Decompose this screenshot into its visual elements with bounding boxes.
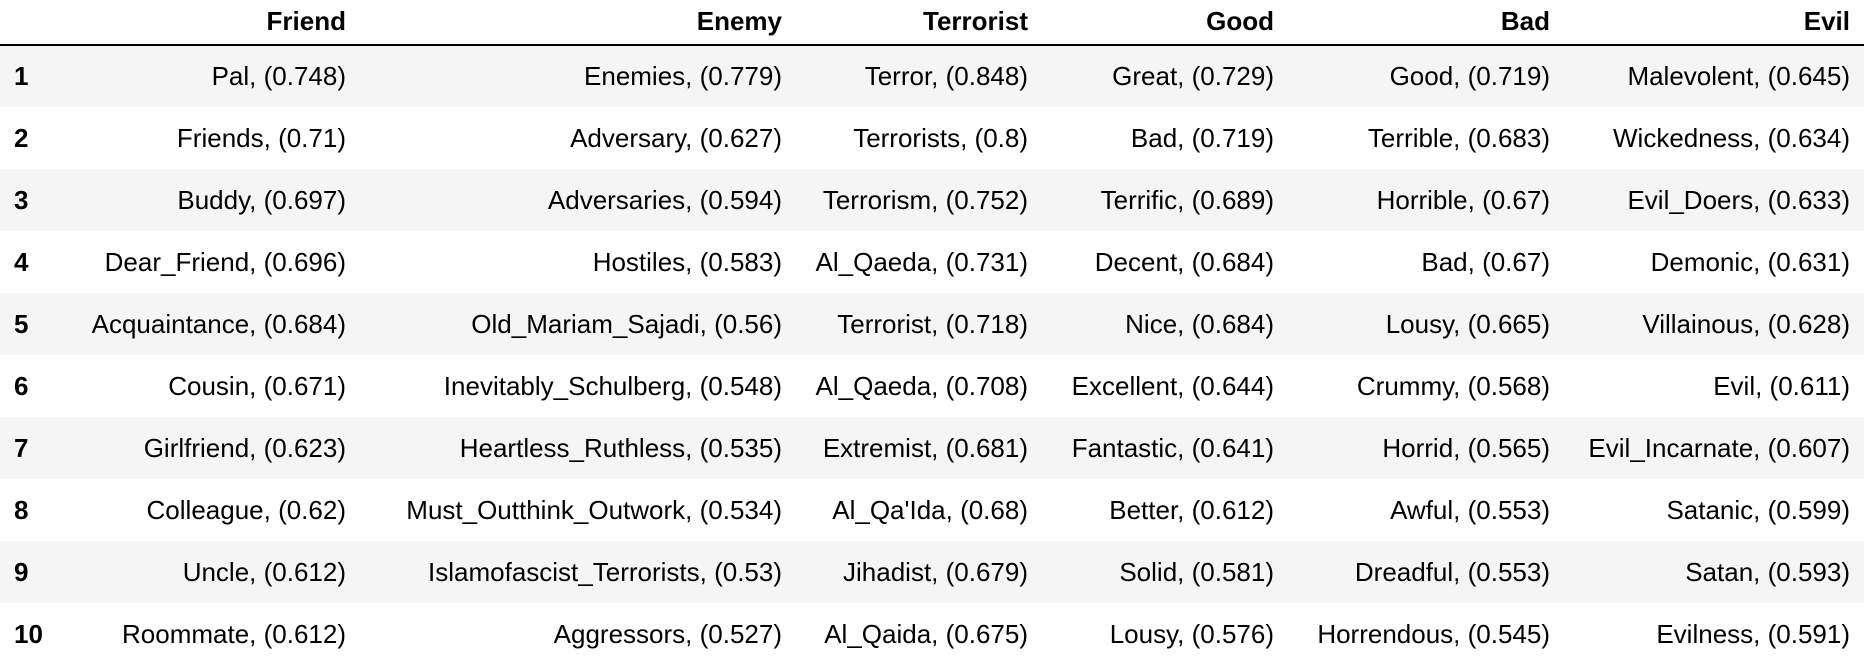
table-cell: Lousy, (0.665) [1385,308,1550,339]
table-cell: Adversaries, (0.594) [547,184,782,215]
table-cell: Friends, (0.71) [176,122,346,153]
row-index: 5 [14,308,29,339]
table-cell: Horrible, (0.67) [1376,184,1550,215]
table-cell: Enemies, (0.779) [584,61,782,91]
row-index: 9 [14,556,29,587]
table-cell: Crummy, (0.568) [1356,370,1550,401]
row-index: 6 [14,370,29,401]
table-cell: Bad, (0.719) [1130,122,1274,153]
table-cell: Wickedness, (0.634) [1613,122,1850,153]
header-row: Friend Enemy Terrorist Good Bad Evil [0,0,1864,46]
table-cell: Horrid, (0.565) [1382,432,1550,463]
row-index: 10 [14,618,43,649]
table-cell: Pal, (0.748) [211,61,346,91]
row-index: 8 [14,494,29,525]
table-cell: Awful, (0.553) [1390,494,1550,525]
table-cell: Al_Qaeda, (0.731) [815,246,1028,277]
table-row: 8 Colleague, (0.62) Must_Outthink_Outwor… [0,479,1864,541]
table-cell: Good, (0.719) [1389,61,1550,91]
table-cell: Villainous, (0.628) [1642,308,1850,339]
table-cell: Cousin, (0.671) [168,370,346,401]
table-cell: Islamofascist_Terrorists, (0.53) [428,556,782,587]
table-cell: Extremist, (0.681) [822,432,1028,463]
table-cell: Solid, (0.581) [1119,556,1274,587]
table-cell: Lousy, (0.576) [1109,618,1274,649]
table-cell: Terrorists, (0.8) [853,122,1028,153]
table-cell: Terrific, (0.689) [1100,184,1274,215]
table-body: 1 Pal, (0.748) Enemies, (0.779) Terror, … [0,45,1864,665]
table-cell: Al_Qaeda, (0.708) [815,370,1028,401]
row-index: 2 [14,122,29,153]
table-cell: Inevitably_Schulberg, (0.548) [443,370,782,401]
table-cell: Bad, (0.67) [1421,246,1550,277]
table-cell: Heartless_Ruthless, (0.535) [459,432,782,463]
table-cell: Roommate, (0.612) [122,618,346,649]
table-row: 6 Cousin, (0.671) Inevitably_Schulberg, … [0,355,1864,417]
table-row: 2 Friends, (0.71) Adversary, (0.627) Ter… [0,107,1864,169]
table-cell: Old_Mariam_Sajadi, (0.56) [471,308,782,339]
table-row: 3 Buddy, (0.697) Adversaries, (0.594) Te… [0,169,1864,231]
table-cell: Better, (0.612) [1109,494,1274,525]
table-cell: Al_Qaida, (0.675) [824,618,1028,649]
table-cell: Terrible, (0.683) [1367,122,1550,153]
row-index: 4 [14,246,29,277]
table-row: 10 Roommate, (0.612) Aggressors, (0.527)… [0,603,1864,665]
table-cell: Girlfriend, (0.623) [143,432,346,463]
table-cell: Must_Outthink_Outwork, (0.534) [406,494,782,525]
table-cell: Terrorist, (0.718) [837,308,1028,339]
row-index: 7 [14,432,29,463]
table-cell: Malevolent, (0.645) [1627,61,1850,91]
table-cell: Fantastic, (0.641) [1071,432,1274,463]
table-row: 1 Pal, (0.748) Enemies, (0.779) Terror, … [0,45,1864,107]
column-header-good: Good [1042,0,1288,46]
index-column-header [0,0,60,46]
table-row: 9 Uncle, (0.612) Islamofascist_Terrorist… [0,541,1864,603]
table-row: 4 Dear_Friend, (0.696) Hostiles, (0.583)… [0,231,1864,293]
table-cell: Aggressors, (0.527) [553,618,782,649]
table-cell: Al_Qa'Ida, (0.68) [832,494,1028,525]
table-cell: Dreadful, (0.553) [1354,556,1550,587]
table-row: 7 Girlfriend, (0.623) Heartless_Ruthless… [0,417,1864,479]
table-cell: Evilness, (0.591) [1656,618,1850,649]
column-header-bad: Bad [1288,0,1564,46]
table-cell: Evil_Doers, (0.633) [1627,184,1850,215]
table-cell: Decent, (0.684) [1094,246,1274,277]
column-header-terrorist: Terrorist [796,0,1042,46]
table-cell: Satanic, (0.599) [1666,494,1850,525]
table-cell: Acquaintance, (0.684) [91,308,346,339]
column-header-friend: Friend [60,0,360,46]
table-header: Friend Enemy Terrorist Good Bad Evil [0,0,1864,46]
table-cell: Dear_Friend, (0.696) [104,246,346,277]
row-index: 1 [14,61,29,91]
row-index: 3 [14,184,29,215]
table-cell: Terror, (0.848) [864,61,1028,91]
table-cell: Demonic, (0.631) [1650,246,1850,277]
table-cell: Satan, (0.593) [1685,556,1850,587]
table-cell: Evil_Incarnate, (0.607) [1588,432,1850,463]
column-header-enemy: Enemy [360,0,796,46]
table-cell: Jihadist, (0.679) [843,556,1028,587]
table-cell: Excellent, (0.644) [1071,370,1274,401]
table-cell: Terrorism, (0.752) [822,184,1028,215]
table-cell: Great, (0.729) [1112,61,1274,91]
table-cell: Hostiles, (0.583) [592,246,782,277]
table-cell: Evil, (0.611) [1713,370,1850,401]
table-cell: Nice, (0.684) [1125,308,1274,339]
table-cell: Adversary, (0.627) [570,122,782,153]
column-header-evil: Evil [1564,0,1864,46]
table-cell: Uncle, (0.612) [182,556,346,587]
table-cell: Horrendous, (0.545) [1317,618,1550,649]
table-row: 5 Acquaintance, (0.684) Old_Mariam_Sajad… [0,293,1864,355]
table-cell: Buddy, (0.697) [177,184,346,215]
table-cell: Colleague, (0.62) [146,494,346,525]
